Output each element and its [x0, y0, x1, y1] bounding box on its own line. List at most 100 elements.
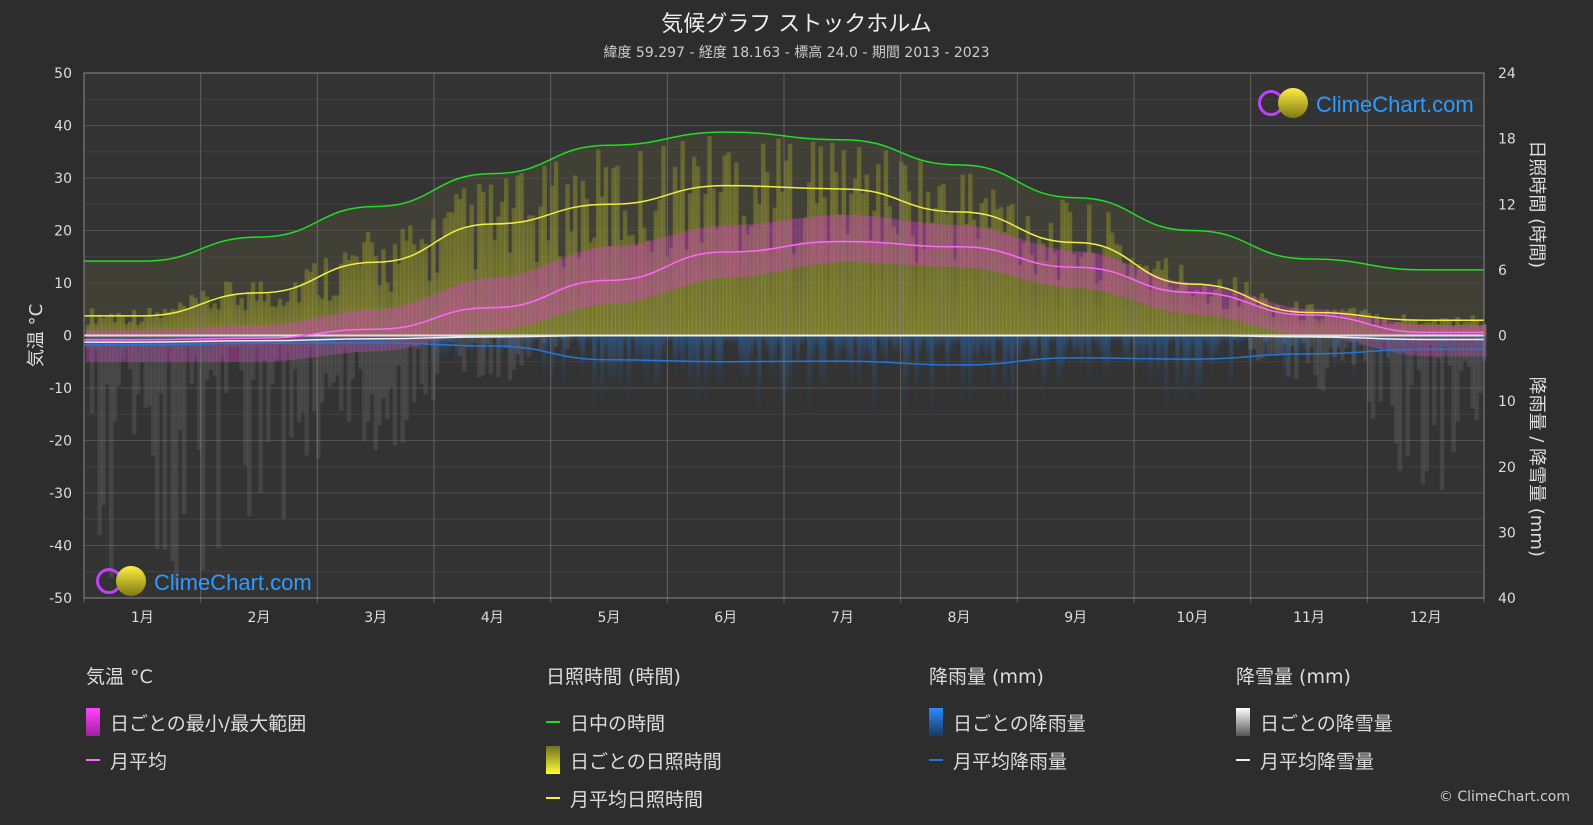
temp-range-bar [853, 214, 858, 263]
temp-range-bar [139, 330, 145, 362]
rain-bar [1386, 335, 1391, 372]
rain-bar [987, 335, 992, 359]
sunshine-bar [1163, 258, 1169, 336]
temp-range-bar [784, 220, 789, 270]
rain-bar [1309, 335, 1314, 343]
temp-range-bar [941, 224, 946, 267]
snow-bar [1294, 335, 1299, 379]
temp-range-bar [891, 218, 896, 265]
snow-bar [1271, 335, 1276, 354]
temp-range-bar [906, 220, 912, 266]
temp-range-bar [933, 223, 939, 267]
sunshine-bar [718, 192, 724, 336]
rain-bar [400, 335, 405, 340]
rain-bar [1098, 335, 1103, 359]
rain-bar [1133, 335, 1138, 376]
temp-range-bar [1294, 308, 1299, 335]
sunshine-bar [818, 146, 823, 336]
sunshine-bar [764, 171, 770, 336]
sunshine-bar [833, 172, 839, 336]
temp-range-bar [1175, 281, 1180, 313]
sunshine-bar [722, 155, 728, 336]
temp-range-bar [542, 265, 547, 320]
temp-tick-label: 0 [63, 329, 72, 345]
snow-bar [419, 335, 425, 384]
temp-range-bar [488, 277, 494, 331]
temp-range-bar [653, 239, 659, 296]
snow-bar [1317, 335, 1322, 389]
snow-bar [108, 335, 114, 578]
snow-bar [177, 335, 183, 431]
temp-range-bar [937, 224, 942, 267]
temp-range-bar [1340, 312, 1345, 340]
snow-bar [1470, 335, 1476, 409]
rain-bar [1121, 335, 1126, 360]
snow-bar [461, 335, 467, 372]
month-tick-label: 10月 [1176, 610, 1208, 626]
temp-range-bar [553, 260, 559, 317]
sunshine-bar [247, 291, 252, 336]
rain-bar [128, 335, 133, 340]
rain-bar [569, 335, 574, 347]
sunshine-bar [1313, 319, 1318, 336]
rain-bar [948, 335, 954, 355]
sunshine-bar [864, 174, 869, 336]
temp-range-bar [1098, 254, 1103, 291]
sunshine-bar [1133, 277, 1138, 336]
snow-bar [1340, 335, 1345, 361]
sunshine-bar [473, 269, 478, 336]
sunshine-bar [1232, 277, 1238, 336]
sunshine-bar [419, 239, 425, 336]
rain-bar [1221, 335, 1226, 343]
snow-bar [247, 335, 252, 516]
rain-bar [994, 335, 1000, 345]
rain-bar [105, 335, 110, 339]
sunshine-bar [1286, 312, 1291, 336]
sunshine-bar [952, 259, 958, 336]
snow-bar [507, 335, 513, 381]
sunshine-bar [1159, 269, 1165, 336]
legend-item-temp-range: 日ごとの最小/最大範囲 [86, 703, 306, 741]
sunshine-bar [1474, 320, 1479, 336]
sunshine-bar [918, 161, 923, 336]
rain-bar [941, 335, 946, 347]
sunshine-bar [630, 234, 636, 336]
sunshine-bar [1117, 245, 1123, 336]
sunshine-bar [1374, 314, 1380, 336]
sunshine-bar [1274, 305, 1280, 336]
sunshine-bar [1148, 289, 1153, 336]
snow-bar [300, 335, 306, 413]
rain-bar [1175, 335, 1180, 406]
snow-bar [1386, 335, 1391, 358]
snow-bar [431, 335, 436, 400]
rain-bar [998, 335, 1004, 347]
snow-bar [101, 335, 106, 506]
sunshine-bar [308, 271, 313, 336]
rain-bar [1021, 335, 1027, 350]
rain-bar [1255, 335, 1261, 343]
sunshine-bar [1029, 254, 1034, 336]
sunshine-bar [511, 208, 517, 336]
temp-range-bar [1378, 319, 1383, 349]
sunshine-bar [335, 295, 340, 336]
sunshine-bar [768, 250, 774, 336]
sunshine-bar [902, 165, 908, 336]
sunshine-daily-bars [85, 136, 1487, 336]
temp-range-bar [457, 284, 463, 335]
sunshine-bar [879, 243, 885, 336]
snow-bar [105, 335, 110, 385]
snow-bar [258, 335, 263, 493]
rain-bar [1416, 335, 1422, 358]
temp-range-bar [85, 330, 91, 362]
temp-range-bar [922, 222, 927, 267]
rain-bar [166, 335, 171, 352]
temp-range-bar [994, 231, 1000, 273]
sunshine-bar [1336, 317, 1341, 336]
temp-range-bar [358, 310, 363, 352]
rain-bar [1044, 335, 1050, 384]
rain-bar [339, 335, 344, 339]
sunshine-bar [1317, 321, 1322, 336]
sunshine-bar [1048, 222, 1054, 336]
temp-range-bar [89, 330, 95, 362]
sunshine-bar [1355, 317, 1360, 336]
